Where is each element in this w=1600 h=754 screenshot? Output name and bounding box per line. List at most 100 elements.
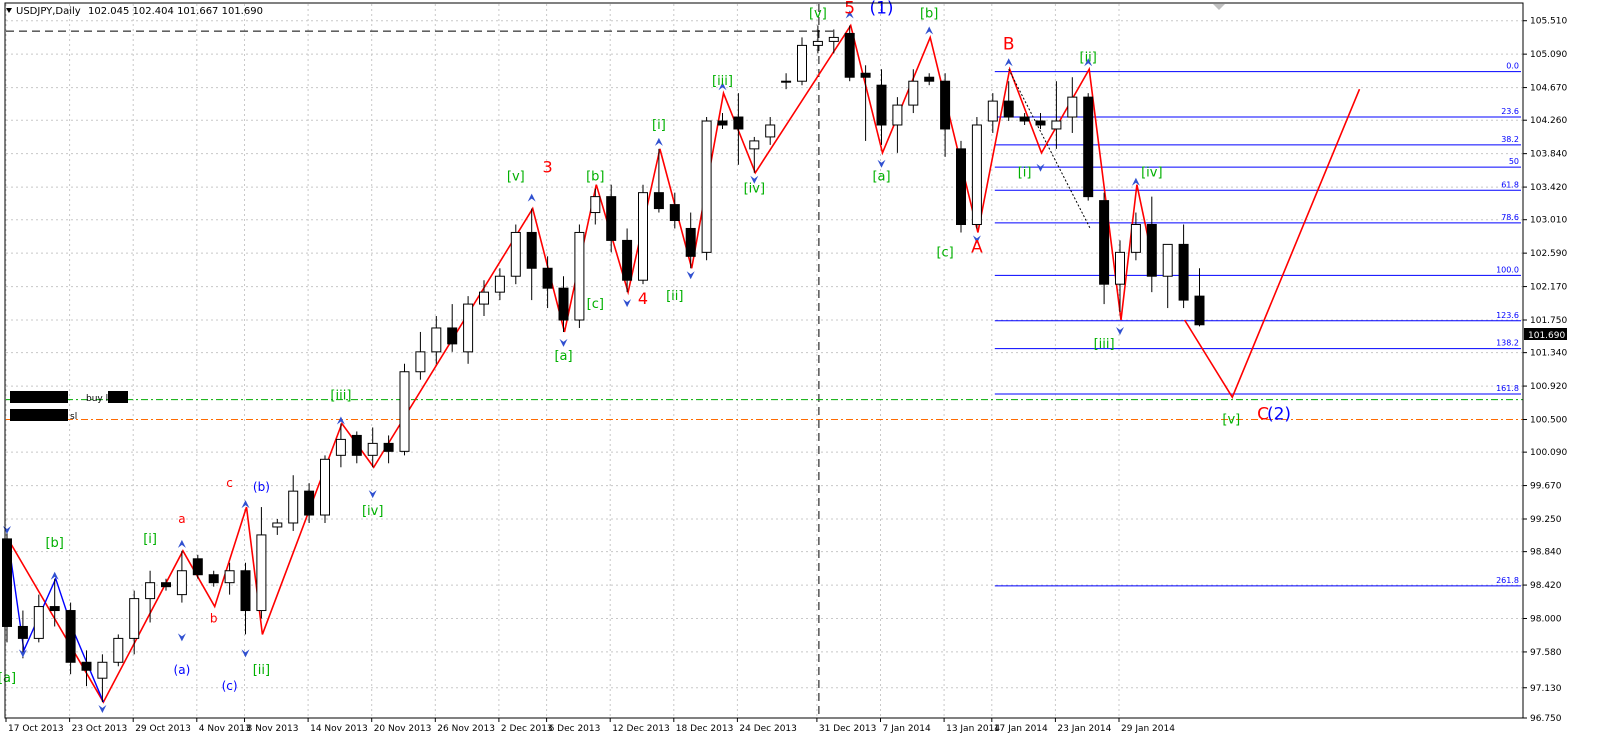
y-tick-label: 101.340 xyxy=(1530,349,1567,359)
trend-dotted-line xyxy=(1008,69,1091,229)
candle-bear xyxy=(669,204,680,222)
wave-label: A xyxy=(971,237,983,257)
wave-label: B xyxy=(1003,34,1015,54)
wave-label: [v] xyxy=(507,170,525,185)
candle-bear xyxy=(606,196,617,241)
fractal-up-arrow-icon xyxy=(845,10,854,19)
candle-bull xyxy=(908,80,919,106)
fractal-down-arrow-icon xyxy=(750,175,759,184)
buy-limit-label[interactable]: buy limit xyxy=(86,394,126,404)
y-tick-label: 103.420 xyxy=(1530,183,1567,193)
x-tick-label: 17 Oct 2013 xyxy=(8,724,64,734)
candle-bull xyxy=(510,231,521,277)
fib-level-label: 0.0 xyxy=(1506,62,1519,71)
candle-bear xyxy=(924,76,935,82)
subwave-line xyxy=(7,538,105,703)
candle-bull xyxy=(812,40,823,46)
fractal-arrows xyxy=(3,10,1140,714)
wave-label: c xyxy=(226,476,233,490)
x-tick-label: 13 Jan 2014 xyxy=(946,724,1000,734)
wave-labels: [a] [b] [i] [ii] [iii] [iv] [v] [a] [b] [c] [i] [ii… xyxy=(0,0,1291,693)
fib-level-label: 78.6 xyxy=(1501,213,1519,222)
wave-label: [i] xyxy=(652,118,666,133)
candle-bull xyxy=(320,458,330,516)
fractal-down-arrow-icon xyxy=(98,705,107,714)
y-tick-label: 101.750 xyxy=(1530,316,1567,326)
fib-level-label: 261.8 xyxy=(1496,576,1519,585)
y-tick-label: 104.260 xyxy=(1530,116,1567,126)
candle-bull xyxy=(749,140,760,150)
x-tick-label: 20 Nov 2013 xyxy=(374,724,432,734)
x-tick-label: 18 Dec 2013 xyxy=(676,724,734,734)
wave-label: [b] xyxy=(920,7,938,22)
y-tick-label: 103.010 xyxy=(1530,216,1567,226)
fractal-down-arrow-icon xyxy=(241,649,250,658)
candle-bull xyxy=(828,36,839,42)
y-tick-label: 100.920 xyxy=(1530,382,1567,392)
current-price-box xyxy=(1524,328,1567,340)
wave-label: [v] xyxy=(809,7,827,22)
fractal-up-arrow-icon xyxy=(718,82,727,91)
wave-label: (a) xyxy=(174,663,191,677)
wave-label: 5 xyxy=(844,0,855,19)
wave-label: [a] xyxy=(0,671,16,686)
fib-level-label: 38.2 xyxy=(1501,135,1519,144)
order-labels: buy limit sl xyxy=(10,391,128,422)
sl-label[interactable]: sl xyxy=(70,412,77,422)
candle-bull xyxy=(797,44,807,82)
candle-bull xyxy=(288,490,299,524)
candle-bull xyxy=(1067,96,1078,118)
fractal-down-arrow-icon xyxy=(559,338,568,347)
wave-label: [i] xyxy=(143,532,157,547)
wave-label: [ii] xyxy=(1080,50,1097,65)
candle-bull xyxy=(892,104,903,126)
fractal-up-arrow-icon xyxy=(336,416,345,425)
candle-bull xyxy=(399,371,410,452)
candle-bull xyxy=(479,291,489,305)
y-tick-label: 98.420 xyxy=(1530,581,1562,591)
candle-bear xyxy=(192,558,203,576)
candle-bear xyxy=(17,625,28,639)
candles xyxy=(2,25,1205,703)
wave-label: [i] xyxy=(1018,166,1032,181)
fractal-down-arrow-icon xyxy=(177,633,186,642)
y-tick-label: 105.510 xyxy=(1530,17,1567,27)
candle-bear xyxy=(860,72,871,78)
candle-bear xyxy=(844,32,855,78)
wave-label: [v] xyxy=(1222,412,1240,427)
y-tick-label: 99.670 xyxy=(1530,482,1562,492)
candle-bull xyxy=(1162,243,1173,277)
menu-triangle-icon[interactable] xyxy=(6,8,12,13)
y-tick-label: 99.250 xyxy=(1530,515,1562,525)
candle-bull xyxy=(765,124,776,138)
wave-label: 4 xyxy=(638,289,648,308)
x-tick-label: 26 Nov 2013 xyxy=(437,724,495,734)
fractal-down-arrow-icon xyxy=(18,649,27,658)
fractal-down-arrow-icon xyxy=(1116,326,1124,335)
plot-frame xyxy=(4,2,1524,719)
x-tick-label: 23 Oct 2013 xyxy=(72,724,128,734)
fractal-up-arrow-icon xyxy=(654,137,663,146)
chart-shift-markers[interactable] xyxy=(1213,4,1225,10)
fib-level-label: 123.6 xyxy=(1496,311,1519,320)
candle-bear xyxy=(161,582,171,588)
wave-label: [b] xyxy=(45,536,63,551)
candle-bear xyxy=(383,442,394,452)
price-levels: 0.0 23.6 38.2 50 61.8 78.6 100.0 123.6 138.2 161.… xyxy=(6,30,1523,587)
candle-bull xyxy=(463,303,474,353)
candle-bull xyxy=(431,327,442,353)
x-tick-label: 6 Dec 2013 xyxy=(549,724,601,734)
candle-bear xyxy=(208,574,219,584)
fractal-down-arrow-icon xyxy=(368,490,377,499)
chart-shift-icon[interactable] xyxy=(1213,4,1225,10)
wave-label: [a] xyxy=(872,170,890,185)
candle-bear xyxy=(876,84,887,126)
symbol-label: USDJPY,Daily xyxy=(16,6,81,17)
fractal-up-arrow-icon xyxy=(1084,58,1093,67)
fractal-up-arrow-icon xyxy=(1131,177,1140,186)
y-tick-label: 97.130 xyxy=(1530,684,1562,694)
wave-label: [iv] xyxy=(362,504,383,519)
